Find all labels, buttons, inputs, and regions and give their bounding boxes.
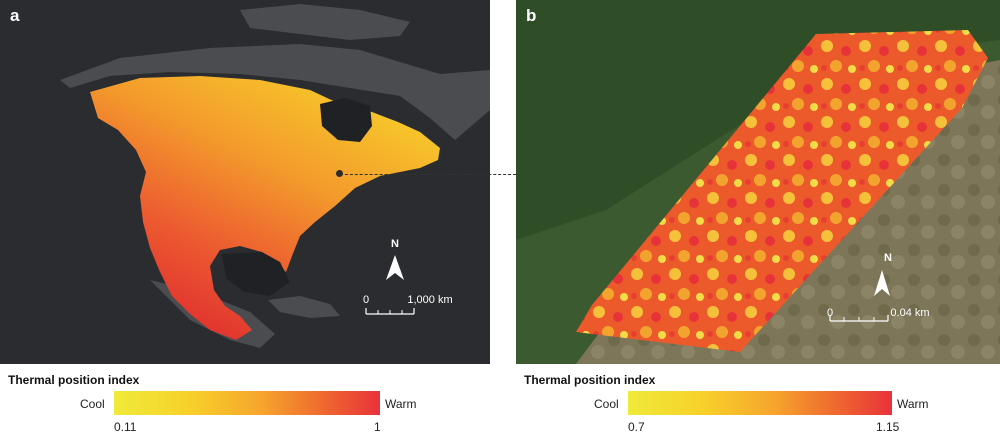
panel-label: b: [526, 6, 537, 25]
aerial-plot-map: N 0 0.04 km: [516, 0, 1000, 364]
scale-end-label: 1,000 km: [407, 294, 452, 306]
legend-cool-label: Cool: [80, 397, 105, 411]
color-scale-bar: [628, 391, 892, 415]
scale-start-label: 0: [827, 307, 833, 319]
north-arrow-icon: N: [874, 252, 892, 296]
north-america-map: N 0 1,000 km: [60, 4, 490, 348]
legend-min-value: 0.7: [628, 420, 645, 434]
scale-start-label: 0: [363, 294, 369, 306]
map-panel-a: N 0 1,000 km a: [0, 0, 490, 364]
legend-title: Thermal position index: [524, 373, 656, 387]
legend-warm-label: Warm: [897, 397, 929, 411]
caribbean-islands: [268, 296, 340, 318]
greenland-arctic-land: [60, 44, 490, 140]
legend-max-value: 1: [374, 420, 381, 434]
north-arrow-icon: N: [386, 238, 404, 280]
scale-bar: 0 0.04 km: [827, 307, 930, 322]
hudson-bay: [320, 98, 372, 142]
scale-end-label: 0.04 km: [890, 307, 929, 319]
thermal-plot-overlay: [576, 30, 988, 352]
svg-text:N: N: [391, 238, 399, 250]
scale-bar: 0 1,000 km: [363, 294, 453, 315]
svg-text:N: N: [884, 252, 892, 264]
thermal-index-overlay: [90, 76, 440, 340]
arctic-islands: [240, 4, 410, 40]
location-marker: [336, 170, 343, 177]
legend-warm-label: Warm: [385, 397, 417, 411]
legend-cool-label: Cool: [594, 397, 619, 411]
forest-area: [516, 0, 1000, 240]
color-scale-bar: [114, 391, 380, 415]
legend-min-value: 0.11: [114, 420, 137, 434]
gulf-of-mexico: [222, 252, 290, 296]
legend-max-value: 1.15: [876, 420, 900, 434]
map-panel-b: N 0 0.04 km b: [516, 0, 1000, 364]
legend-title: Thermal position index: [8, 373, 140, 387]
panel-label: a: [10, 6, 20, 25]
location-connector-line: [340, 174, 516, 175]
